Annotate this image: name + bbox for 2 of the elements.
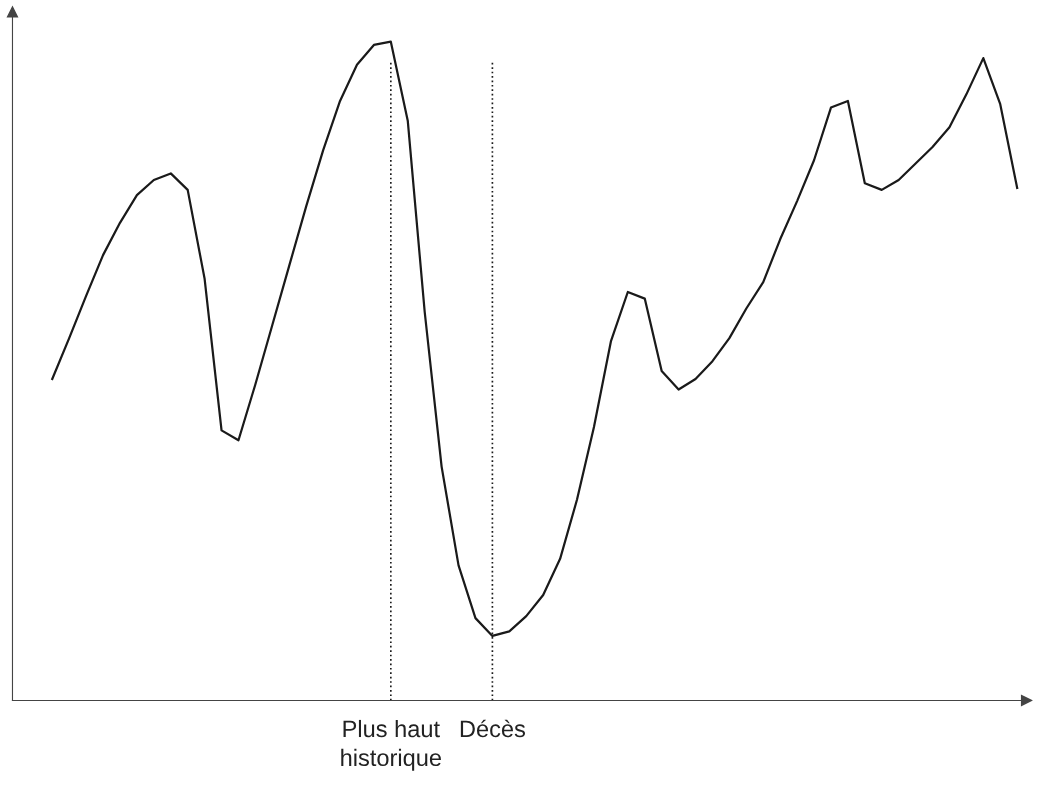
x-tick-label: Plus haut historique [341,719,441,771]
x-tick-label: Décès [460,719,526,738]
